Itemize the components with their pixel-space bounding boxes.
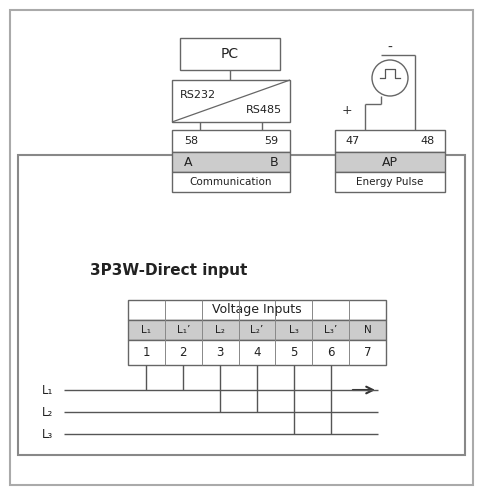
Text: 2: 2 — [180, 346, 187, 359]
Text: L₂: L₂ — [42, 405, 53, 418]
Text: B: B — [270, 155, 278, 168]
Text: 47: 47 — [345, 136, 359, 146]
Text: 3P3W-Direct input: 3P3W-Direct input — [90, 262, 248, 278]
Text: RS485: RS485 — [246, 105, 282, 115]
Bar — [172, 152, 290, 172]
Text: PC: PC — [221, 47, 239, 61]
Text: L₂: L₂ — [215, 325, 225, 335]
Text: L₃’: L₃’ — [324, 325, 337, 335]
Text: 59: 59 — [264, 136, 278, 146]
Text: L₃: L₃ — [289, 325, 299, 335]
Text: RS232: RS232 — [180, 90, 216, 99]
Bar — [335, 152, 445, 172]
Text: 7: 7 — [364, 346, 371, 359]
Text: L₃: L₃ — [42, 428, 53, 441]
Bar — [335, 172, 445, 192]
Text: A: A — [184, 155, 193, 168]
Text: AP: AP — [382, 155, 398, 168]
Bar — [18, 155, 465, 455]
Text: +: + — [341, 104, 352, 117]
Text: 6: 6 — [327, 346, 334, 359]
Text: L₂’: L₂’ — [250, 325, 264, 335]
Text: Communication: Communication — [190, 177, 272, 187]
Text: L₁’: L₁’ — [177, 325, 190, 335]
Text: 1: 1 — [142, 346, 150, 359]
Bar — [335, 130, 445, 152]
Text: 58: 58 — [184, 136, 198, 146]
Text: L₁: L₁ — [142, 325, 152, 335]
Text: 5: 5 — [290, 346, 298, 359]
Bar — [128, 320, 386, 340]
Text: L₁: L₁ — [42, 384, 54, 396]
Text: N: N — [364, 325, 371, 335]
Bar — [172, 130, 290, 152]
Text: Energy Pulse: Energy Pulse — [356, 177, 424, 187]
Bar — [172, 80, 290, 122]
Text: 4: 4 — [253, 346, 261, 359]
Text: 48: 48 — [421, 136, 435, 146]
Bar — [128, 300, 386, 320]
Text: Voltage Inputs: Voltage Inputs — [212, 303, 302, 316]
Bar — [180, 38, 280, 70]
Bar — [172, 172, 290, 192]
Text: 3: 3 — [216, 346, 224, 359]
Text: -: - — [387, 41, 393, 55]
Bar — [128, 340, 386, 365]
